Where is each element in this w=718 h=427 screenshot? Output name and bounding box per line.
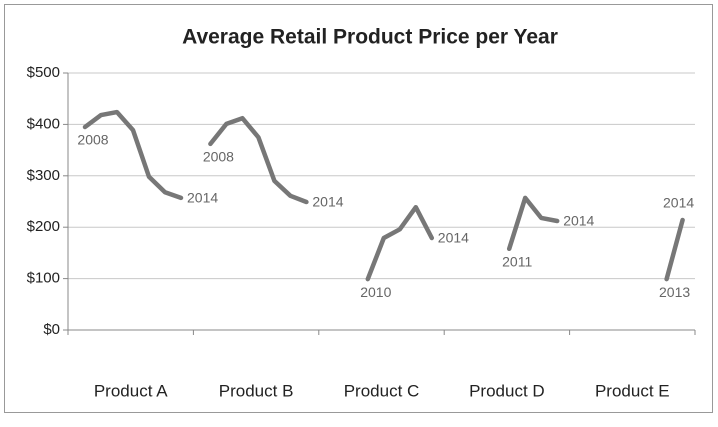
y-tick-label: $200 [27, 218, 60, 235]
y-tick-label: $500 [27, 64, 60, 81]
series-line [365, 204, 435, 282]
year-label: 2014 [312, 194, 343, 210]
series-line [208, 115, 309, 205]
series-line [82, 109, 184, 201]
year-label: 2014 [663, 195, 694, 211]
year-label: 2014 [187, 190, 218, 206]
year-label: 2013 [659, 284, 690, 300]
x-tick-label: Product E [595, 381, 670, 400]
year-label: 2014 [438, 230, 469, 246]
y-tick-label: $300 [27, 167, 60, 184]
chart-title: Average Retail Product Price per Year [182, 26, 558, 49]
year-label: 2011 [502, 253, 532, 269]
x-tick-label: Product C [344, 381, 420, 400]
x-tick-label: Product A [94, 381, 168, 400]
year-label: 2008 [203, 149, 234, 165]
y-tick-label: $400 [27, 115, 60, 132]
chart-frame [4, 4, 713, 413]
year-label: 2014 [563, 213, 594, 229]
y-tick-label: $100 [27, 270, 60, 287]
x-tick-label: Product B [219, 381, 294, 400]
series-line [506, 195, 560, 252]
year-label: 2010 [360, 284, 391, 300]
x-tick-label: Product D [469, 381, 545, 400]
y-tick-label: $0 [43, 321, 60, 338]
year-label: 2008 [77, 132, 108, 148]
series-line [664, 217, 685, 282]
